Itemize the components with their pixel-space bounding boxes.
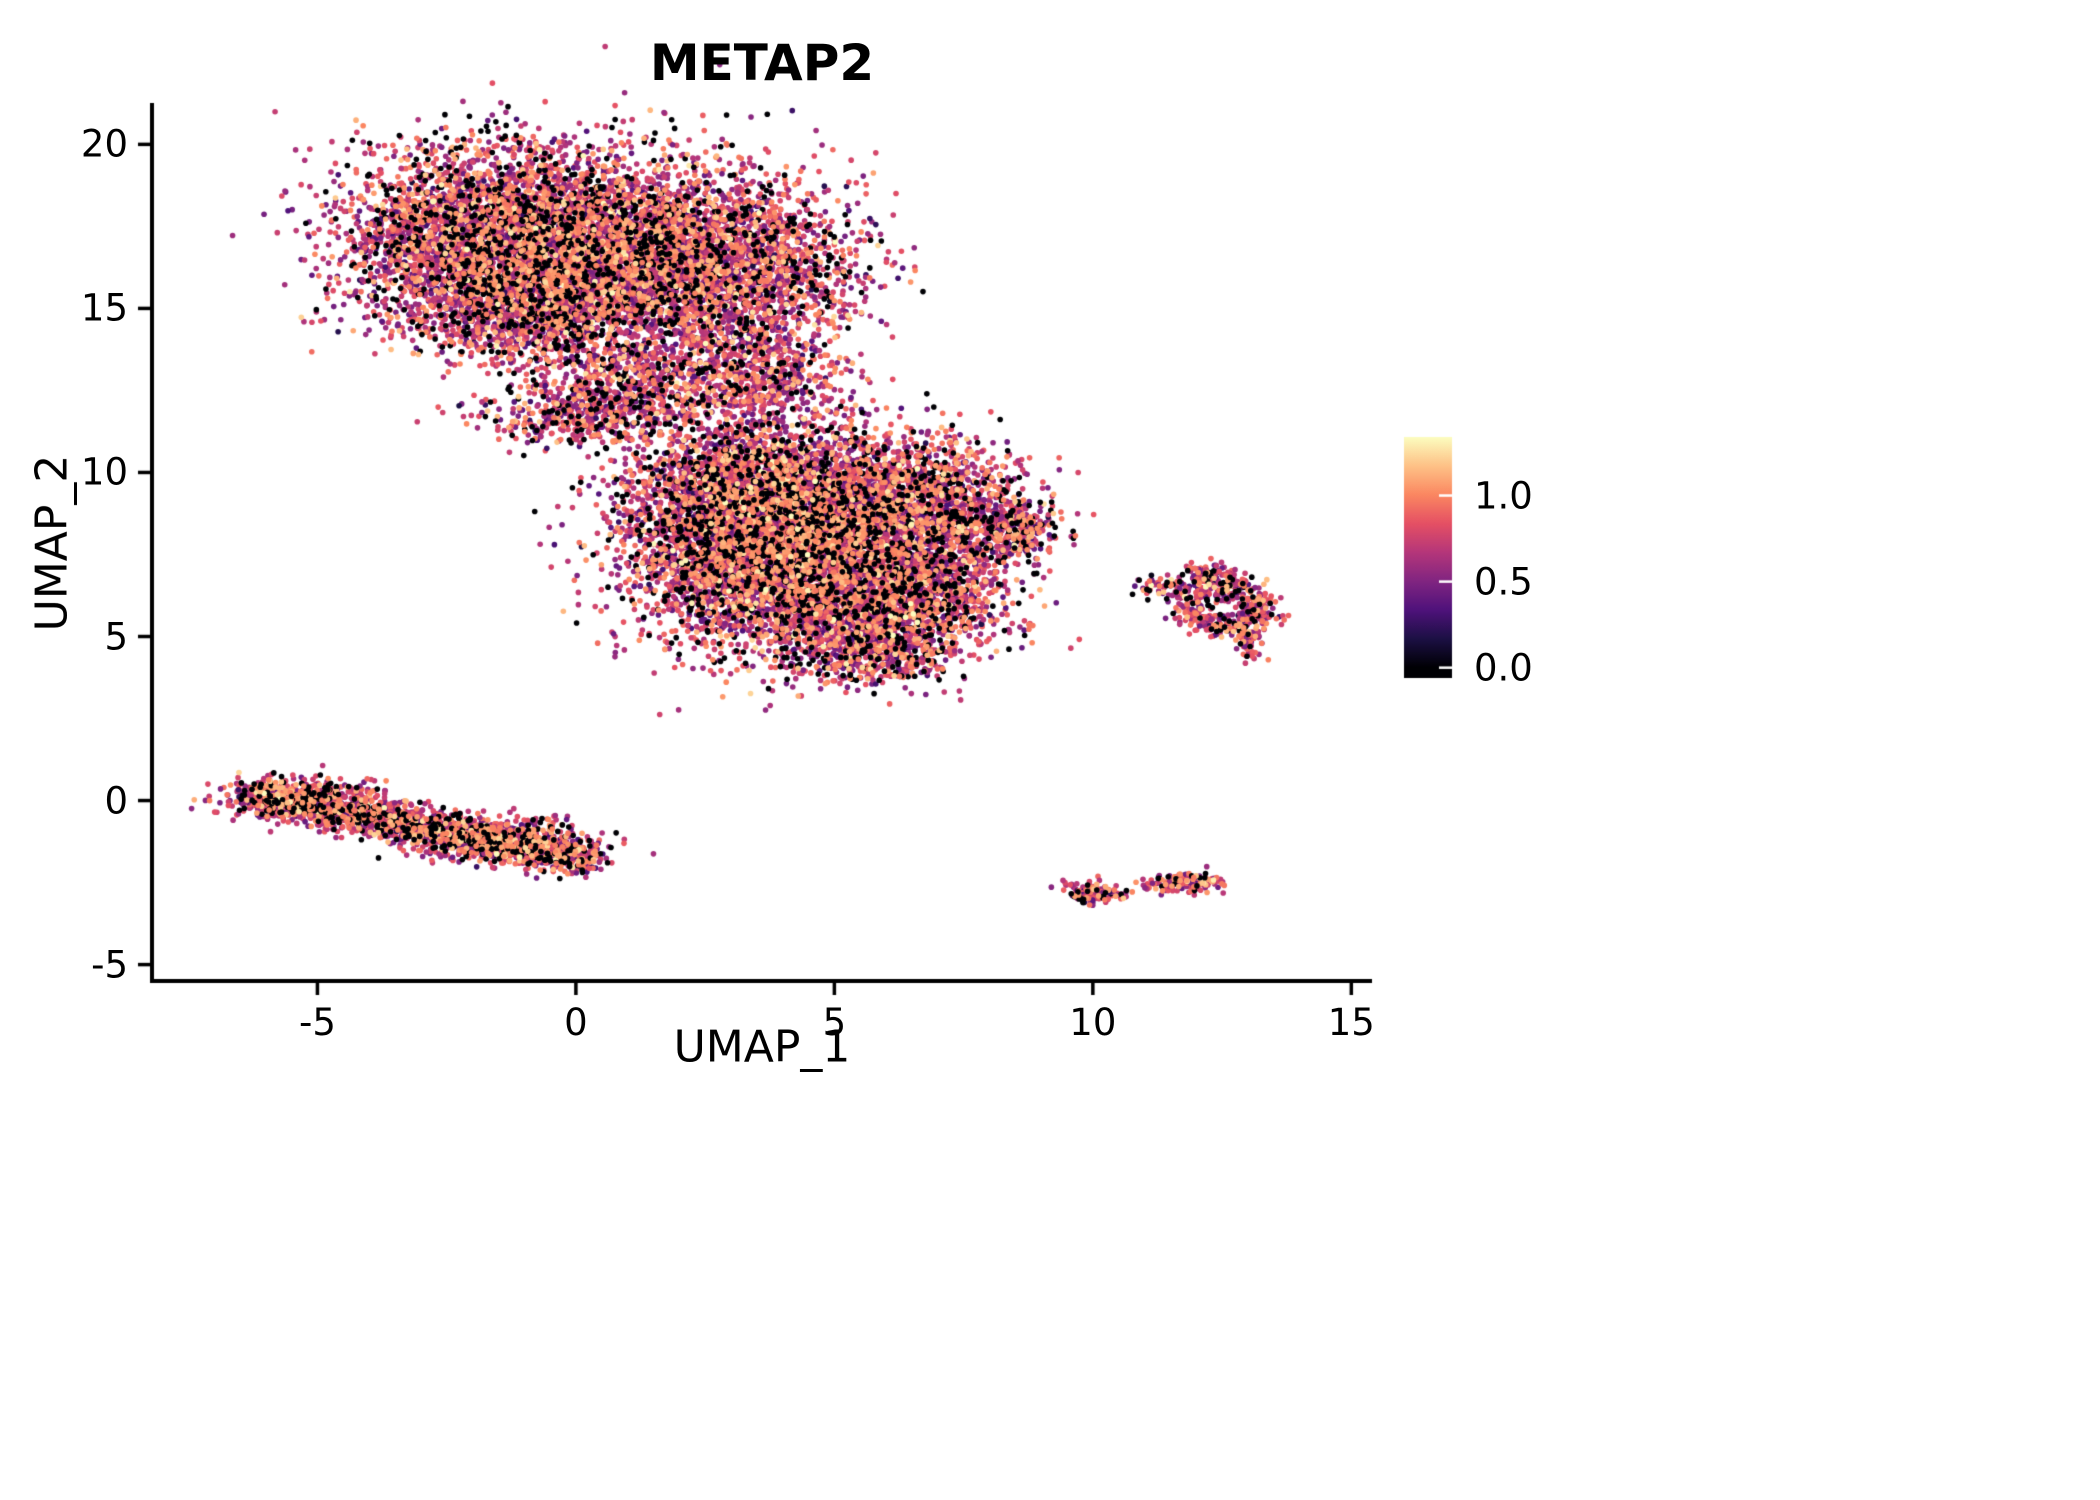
colorbar-tick-label: 1.0	[1474, 474, 1533, 518]
y-tick-label: 0	[104, 779, 128, 823]
colorbar-tick-label: 0.0	[1474, 646, 1533, 690]
x-axis-label: UMAP_1	[673, 1021, 851, 1073]
y-tick-label: 20	[80, 122, 128, 166]
x-tick-label: 10	[1069, 1001, 1117, 1044]
x-tick-label: 15	[1327, 1001, 1375, 1044]
x-tick-label: -5	[298, 1001, 336, 1044]
colorbar-tick-label: 0.5	[1474, 560, 1533, 604]
y-tick-label: -5	[91, 943, 128, 987]
x-tick-label: 5	[822, 1001, 847, 1044]
y-tick-label: 10	[80, 450, 128, 494]
y-tick-label: 15	[80, 286, 128, 330]
plot-title: METAP2	[649, 34, 875, 92]
y-axis-label: UMAP_2	[26, 454, 78, 632]
x-tick-label: 0	[564, 1001, 588, 1044]
y-tick-label: 5	[104, 615, 128, 658]
